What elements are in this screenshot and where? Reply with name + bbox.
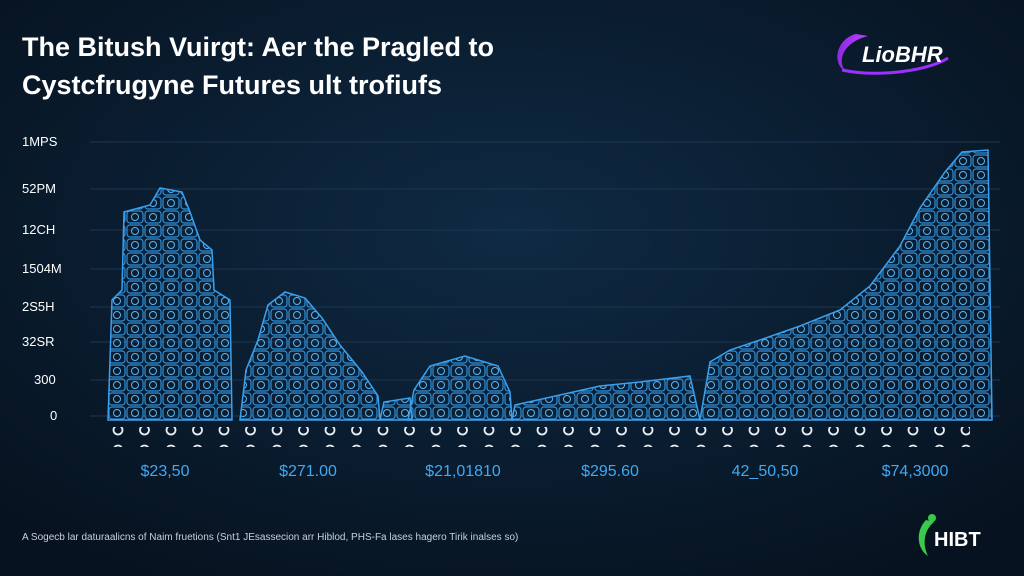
footnote: A Sogecb lar daturaalicns of Naim frueti… (22, 532, 518, 543)
x-label: $74,3000 (882, 463, 949, 480)
x-label: $295.60 (581, 463, 639, 480)
x-label: $23,50 (141, 463, 190, 480)
x-label: $21,01810 (425, 463, 501, 480)
y-label: 0 (50, 408, 57, 423)
logo-text: LioBHR (862, 42, 943, 67)
y-label: 300 (34, 372, 56, 387)
y-label: 32SR (22, 334, 55, 349)
x-label: $271.00 (279, 463, 337, 480)
y-label: 52PM (22, 181, 56, 196)
header: The Bitush Vuirgt: Aer the Pragled to Cy… (22, 32, 494, 100)
x-labels: $23,50 $271.00 $21,01810 $295.60 42_50,5… (141, 463, 949, 480)
logo-top: LioBHR (837, 34, 949, 75)
title-line: Cystcfrugyne Futures ult trofiufs (22, 70, 442, 100)
title-line: The Bitush Vuirgt: Aer the Pragled to (22, 32, 494, 62)
x-label: 42_50,50 (732, 463, 799, 480)
y-label: 1504M (22, 261, 62, 276)
y-label: 1MPS (22, 134, 58, 149)
logo-bottom: HIBT (918, 514, 981, 556)
marker-row (110, 427, 970, 447)
y-label: 2S5H (22, 299, 55, 314)
logo-text: HIBT (934, 529, 981, 551)
illustration (107, 149, 993, 421)
y-label: 12CH (22, 222, 55, 237)
y-labels: 1MPS 52PM 12CH 1504M 2S5H 32SR 300 0 (22, 134, 62, 423)
